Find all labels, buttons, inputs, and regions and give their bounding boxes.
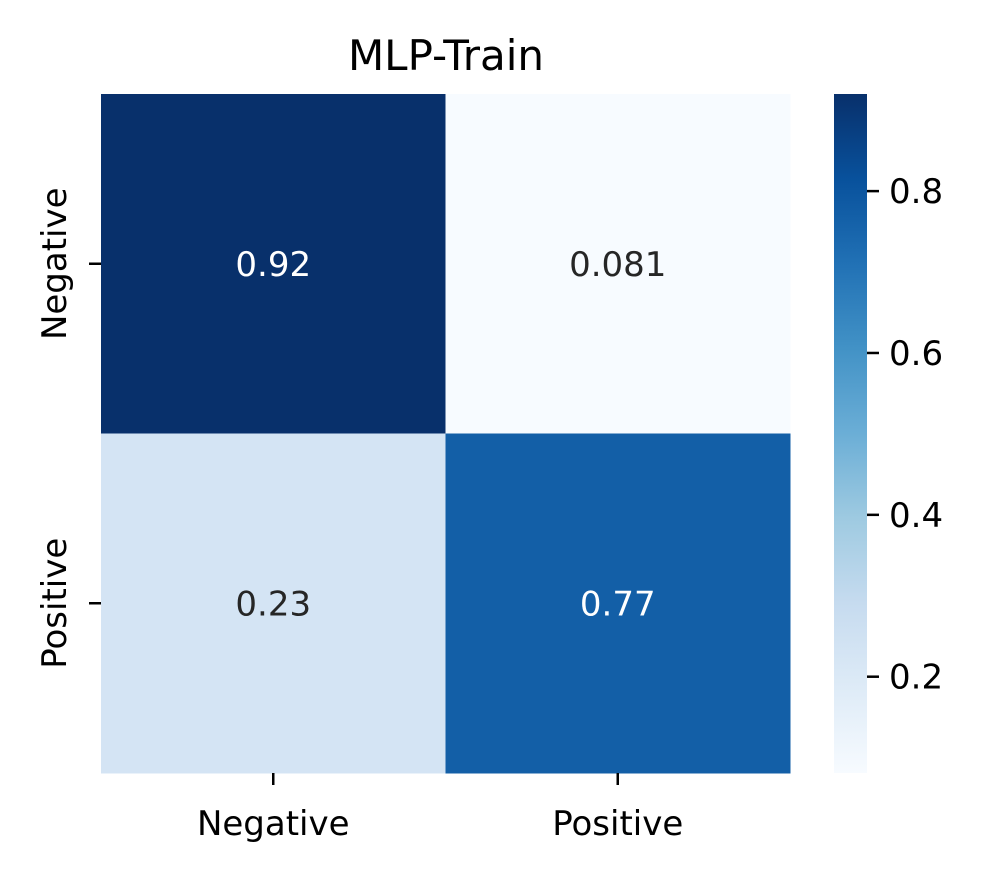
x-axis: Negative Positive xyxy=(197,773,683,844)
colorbar xyxy=(834,94,867,773)
heatmap-cell xyxy=(101,433,446,774)
x-tick-label: Negative xyxy=(197,804,350,844)
cell-value-label: 0.92 xyxy=(235,245,311,285)
colorbar-tick-label: 0.8 xyxy=(889,172,943,212)
y-tick-label: Positive xyxy=(35,538,75,669)
heatmap-cell xyxy=(101,94,446,434)
colorbar-tick-label: 0.4 xyxy=(889,496,943,536)
chart-title: MLP-Train xyxy=(348,31,544,80)
heatmap-cells: 0.92 0.081 0.23 0.77 xyxy=(101,94,791,774)
y-tick-label: Negative xyxy=(35,187,75,340)
cell-value-label: 0.23 xyxy=(235,584,311,624)
colorbar-tick-label: 0.2 xyxy=(889,658,943,698)
heatmap-cell xyxy=(445,94,791,434)
y-axis: Negative Positive xyxy=(35,187,101,669)
cell-value-label: 0.77 xyxy=(580,584,656,624)
colorbar-ticks: 0.2 0.4 0.6 0.8 xyxy=(867,172,943,698)
heatmap-cell xyxy=(445,433,791,774)
cell-value-label: 0.081 xyxy=(569,245,666,285)
x-tick-label: Positive xyxy=(552,804,683,844)
colorbar-tick-label: 0.6 xyxy=(889,334,943,374)
